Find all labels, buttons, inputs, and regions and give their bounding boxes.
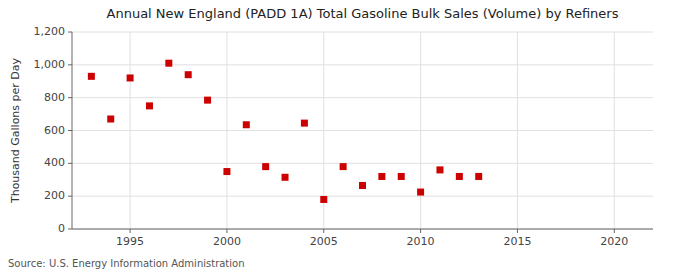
tick-mark-y xyxy=(68,229,72,230)
tick-label-y: 800 xyxy=(44,91,65,104)
grid-line-y xyxy=(72,32,653,33)
x-axis-line xyxy=(72,229,653,230)
tick-label-x: 2010 xyxy=(407,235,435,248)
grid-line-x xyxy=(130,32,131,229)
point xyxy=(146,102,153,109)
tick-label-y: 400 xyxy=(44,156,65,169)
tick-label-x: 2000 xyxy=(213,235,241,248)
tick-label-y: 0 xyxy=(58,222,65,235)
grid-line-x xyxy=(614,32,615,229)
point xyxy=(301,120,308,127)
point xyxy=(165,60,172,67)
grid-line-x xyxy=(420,32,421,229)
points xyxy=(88,60,482,203)
y-axis-label: Thousand Gallons per Day xyxy=(9,57,22,204)
ticks: 0 200 400 600 800 1,000 1,200 1995 2000 2005 2010 2… xyxy=(34,25,629,248)
point xyxy=(262,163,269,170)
tick-mark-y xyxy=(68,64,72,65)
point xyxy=(223,168,230,175)
grid-line-y xyxy=(72,130,653,131)
tick-mark-y xyxy=(68,196,72,197)
point xyxy=(359,182,366,189)
source-note: Source: U.S. Energy Information Administ… xyxy=(8,258,245,269)
tick-label-y: 200 xyxy=(44,189,65,202)
tick-mark-x xyxy=(226,229,227,233)
point xyxy=(282,174,289,181)
grid-line-x xyxy=(226,32,227,229)
tick-mark-y xyxy=(68,32,72,33)
chart-svg: 0 200 400 600 800 1,000 1,200 1995 2000 2005 2010 2… xyxy=(0,0,675,275)
point xyxy=(398,173,405,180)
grid-line-y xyxy=(72,196,653,197)
grid-line-y xyxy=(72,229,653,230)
point xyxy=(436,166,443,173)
tick-label-x: 2015 xyxy=(503,235,531,248)
grid xyxy=(72,32,653,229)
tick-mark-y xyxy=(68,97,72,98)
grid-line-y xyxy=(72,97,653,98)
point xyxy=(204,97,211,104)
grid-line-x xyxy=(517,32,518,229)
point xyxy=(88,73,95,80)
title: Annual New England (PADD 1A) Total Gasol… xyxy=(107,6,619,21)
point xyxy=(243,121,250,128)
tick-label-x: 1995 xyxy=(116,235,144,248)
tick-mark-x xyxy=(614,229,615,233)
tick-mark-y xyxy=(68,163,72,164)
y-axis-line xyxy=(72,32,73,229)
tick-mark-x xyxy=(420,229,421,233)
point xyxy=(185,71,192,78)
tick-label-y: 600 xyxy=(44,124,65,137)
tick-mark-x xyxy=(323,229,324,233)
chart-container: 0 200 400 600 800 1,000 1,200 1995 2000 2005 2010 2… xyxy=(0,0,675,275)
tick-label-y: 1,000 xyxy=(34,58,66,71)
tick-label-x: 2005 xyxy=(310,235,338,248)
tick-mark-y xyxy=(68,130,72,131)
point xyxy=(320,196,327,203)
point xyxy=(107,116,114,123)
grid-line-y xyxy=(72,64,653,65)
grid-line-y xyxy=(72,163,653,164)
point xyxy=(127,74,134,81)
point xyxy=(340,163,347,170)
point xyxy=(475,173,482,180)
tick-label-x: 2020 xyxy=(600,235,628,248)
point xyxy=(456,173,463,180)
tick-mark-x xyxy=(130,229,131,233)
point xyxy=(417,189,424,196)
tick-mark-x xyxy=(517,229,518,233)
point xyxy=(378,173,385,180)
tick-label-y: 1,200 xyxy=(34,25,66,38)
